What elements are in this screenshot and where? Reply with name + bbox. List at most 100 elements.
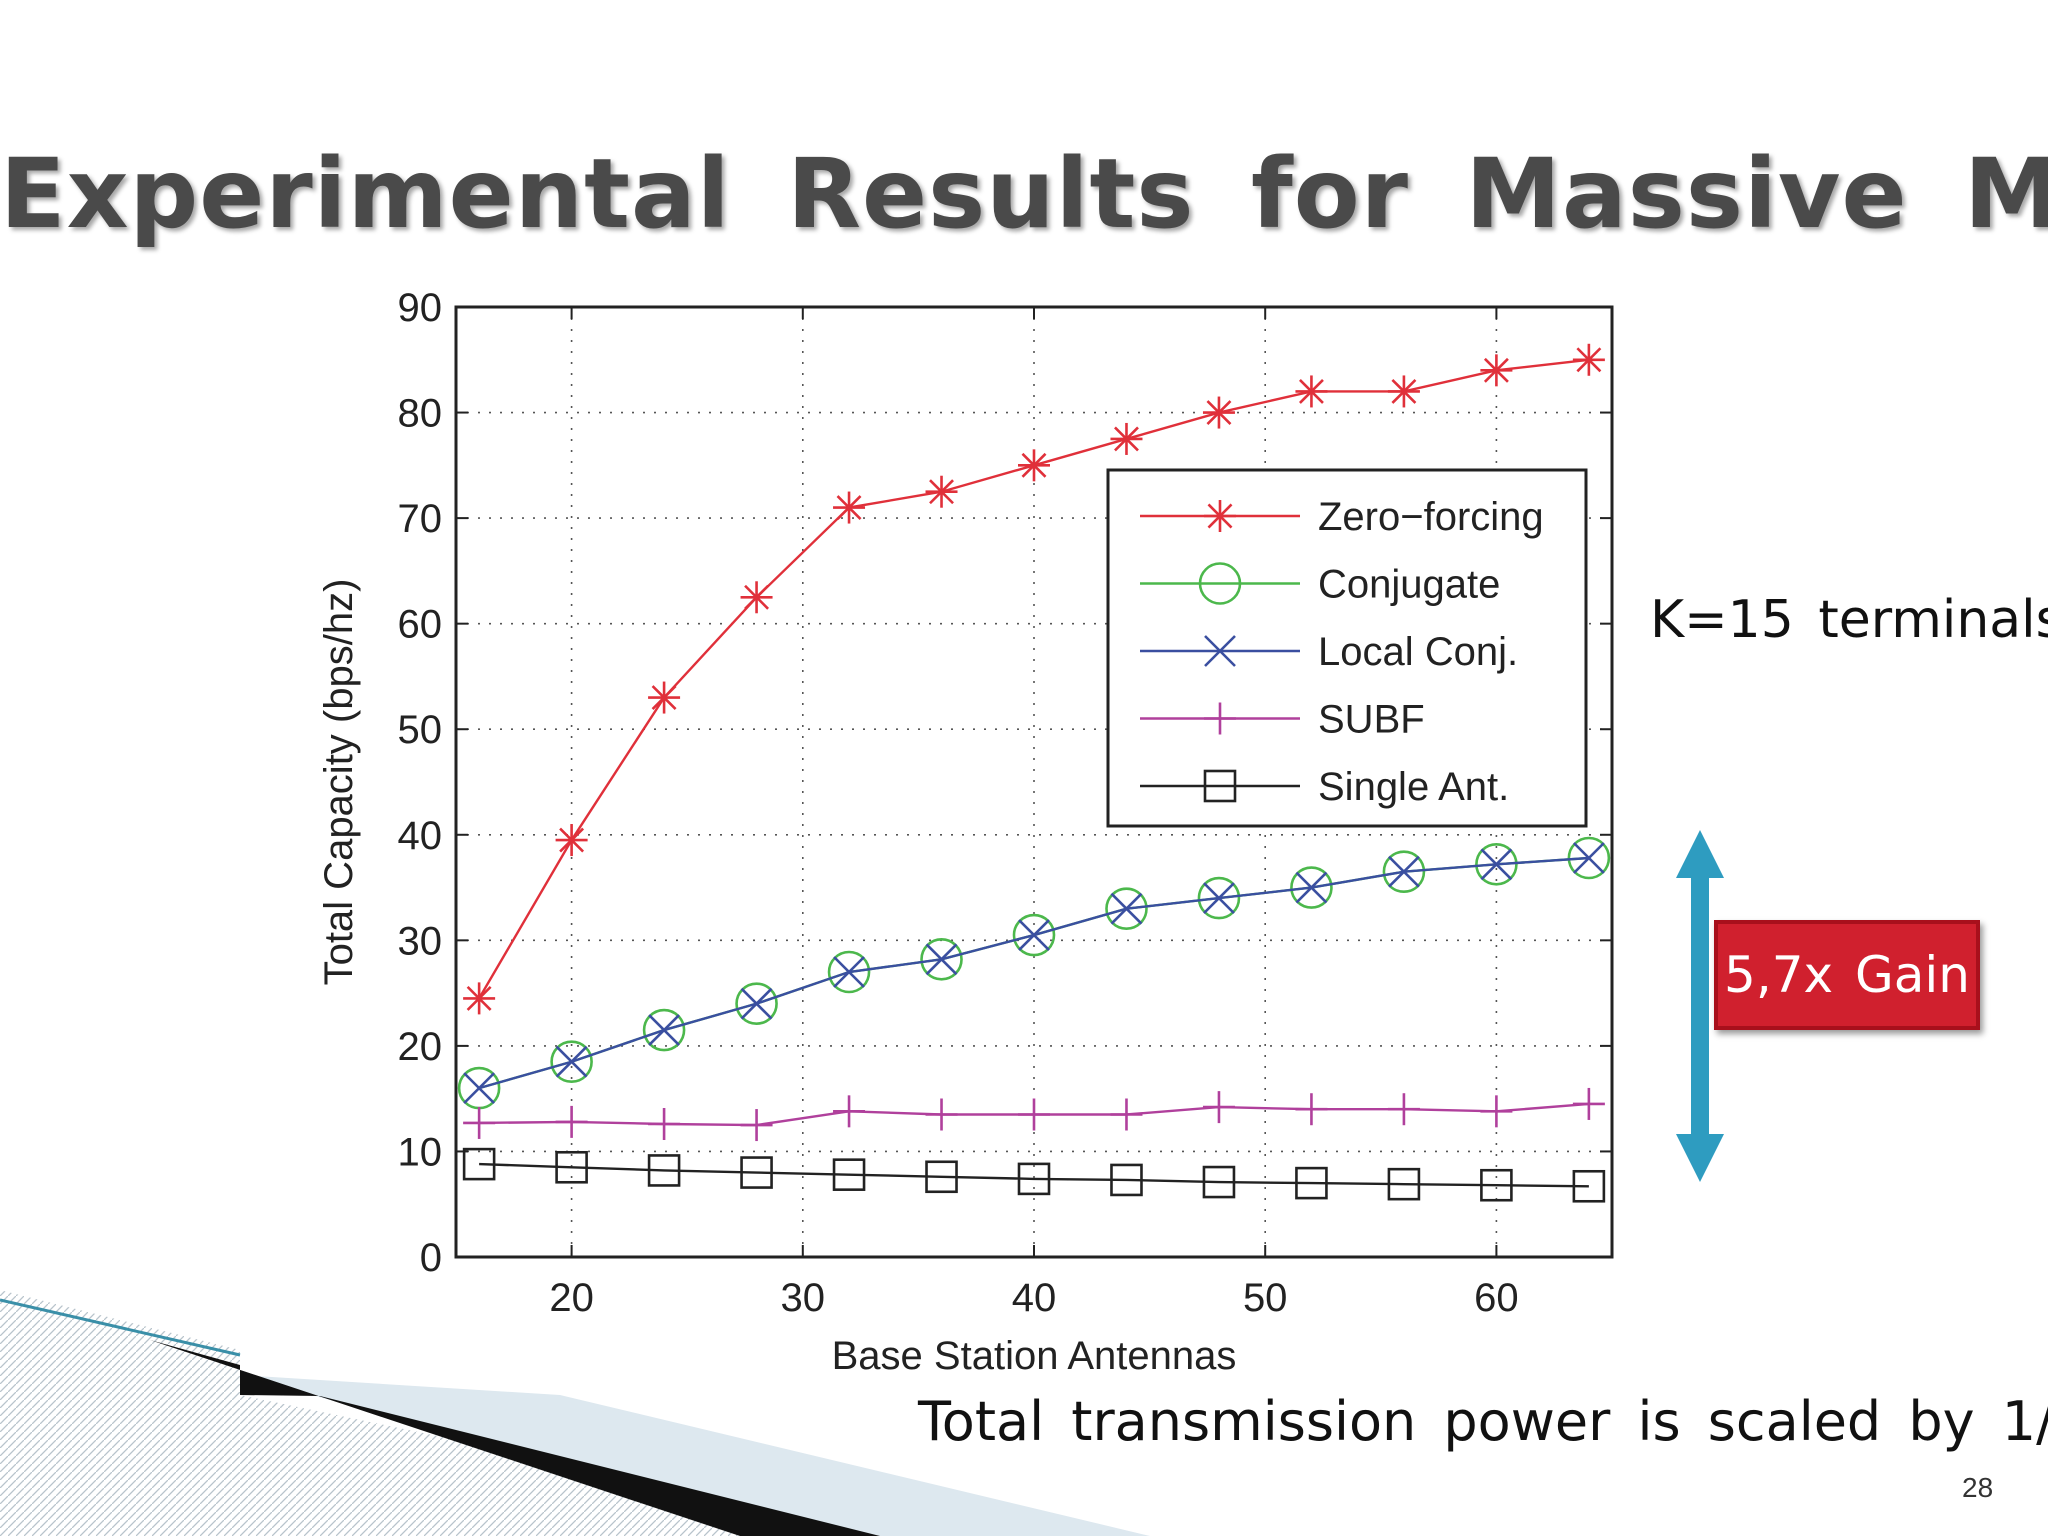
marker-stroke — [1203, 769, 1237, 803]
marker-stroke — [647, 1154, 681, 1187]
legend-label: Local Conj. — [1318, 630, 1518, 674]
data-point-local-conj — [1110, 892, 1143, 925]
legend-label: Zero−forcing — [1318, 495, 1544, 539]
data-point-zero-forcing — [1480, 354, 1513, 387]
data-point-zero-forcing — [740, 581, 773, 614]
decor-light-band — [240, 1375, 1150, 1536]
data-point-conjugate — [1567, 836, 1611, 880]
legend-label: SUBF — [1318, 698, 1425, 742]
series-line-single-ant — [479, 1162, 1589, 1188]
data-point-local-conj — [1480, 848, 1513, 881]
marker-stroke — [648, 1014, 680, 1046]
plot-frame — [454, 305, 1614, 1259]
marker-stroke — [1018, 919, 1050, 951]
marker-stroke — [1110, 1163, 1143, 1197]
marker-stroke — [740, 1156, 773, 1189]
marker-stroke — [1480, 848, 1513, 881]
y-tick-label: 10 — [398, 1130, 443, 1174]
marker-stroke — [1207, 503, 1233, 529]
data-point-subf — [555, 1105, 588, 1138]
marker-stroke — [1206, 400, 1232, 425]
marker-stroke — [1295, 871, 1328, 904]
data-point-local-conj — [1203, 882, 1235, 915]
data-point-zero-forcing — [1202, 396, 1235, 429]
data-point-single-ant — [1387, 1167, 1421, 1201]
marker-stroke — [1198, 562, 1242, 605]
marker-stroke — [651, 685, 677, 710]
data-point-conjugate — [1197, 876, 1241, 920]
data-point-single-ant — [1017, 1162, 1051, 1196]
data-point-zero-forcing — [1572, 343, 1605, 376]
marker-stroke — [744, 584, 769, 610]
marker-stroke — [1197, 876, 1241, 920]
data-point-subf — [648, 1108, 681, 1140]
data-point-conjugate — [735, 982, 778, 1025]
data-point-single-ant — [925, 1160, 958, 1194]
marker-stroke — [1388, 855, 1420, 888]
data-point-subf — [1572, 1087, 1605, 1120]
legend-marker — [1204, 635, 1236, 667]
legend-label: Single Ant. — [1318, 765, 1509, 809]
capacity-chart: 20 30 40 50 60 0 10 20 30 40 50 60 70 80 90 Base Statio… — [317, 286, 1614, 1378]
y-tick-label: 50 — [398, 708, 443, 752]
marker-stroke — [1475, 843, 1518, 886]
data-point-zero-forcing — [1018, 449, 1050, 482]
data-point-single-ant — [1295, 1166, 1328, 1200]
data-point-single-ant — [1110, 1163, 1143, 1197]
data-point-zero-forcing — [1110, 422, 1143, 455]
gain-arrow-head-up — [1676, 830, 1724, 878]
data-point-zero-forcing — [833, 491, 866, 524]
data-point-local-conj — [555, 1045, 588, 1078]
marker-stroke — [642, 1008, 686, 1052]
legend-box — [1106, 468, 1588, 828]
data-point-local-conj — [1388, 855, 1420, 888]
marker-stroke — [550, 1040, 593, 1084]
marker-stroke — [555, 1150, 588, 1184]
legend-marker — [1204, 500, 1236, 532]
gain-double-arrow — [1676, 830, 1724, 1182]
marker-stroke — [462, 1147, 496, 1181]
data-point-single-ant — [832, 1158, 866, 1191]
data-point-subf — [1110, 1098, 1143, 1131]
y-tick-label: 70 — [398, 497, 443, 541]
data-point-single-ant — [740, 1156, 773, 1189]
data-point-conjugate — [1382, 850, 1426, 894]
decor-teal-line — [0, 1298, 241, 1357]
gain-arrow-head-down — [1676, 1134, 1724, 1182]
marker-stroke — [1203, 882, 1235, 915]
marker-stroke — [559, 827, 585, 853]
marker-stroke — [1483, 357, 1509, 383]
marker-stroke — [827, 950, 871, 994]
data-point-conjugate — [642, 1008, 686, 1052]
gain-badge: 5,7x Gain — [1714, 920, 1980, 1030]
x-tick-label: 20 — [549, 1276, 594, 1320]
data-point-local-conj — [740, 987, 773, 1020]
data-point-single-ant — [647, 1154, 681, 1187]
y-tick-label: 60 — [398, 603, 443, 647]
data-point-local-conj — [463, 1072, 496, 1105]
marker-stroke — [925, 943, 958, 976]
marker-stroke — [920, 938, 963, 981]
data-point-local-conj — [925, 943, 958, 976]
y-tick-label: 80 — [398, 392, 443, 436]
x-tick-label: 40 — [1012, 1276, 1057, 1320]
y-tick-label: 20 — [398, 1025, 443, 1069]
marker-stroke — [1572, 1169, 1606, 1203]
marker-stroke — [1290, 866, 1333, 909]
data-point-conjugate — [920, 938, 963, 981]
marker-stroke — [1576, 347, 1602, 373]
data-point-subf — [925, 1098, 958, 1131]
marker-stroke — [1114, 426, 1139, 452]
data-point-subf — [1480, 1095, 1513, 1128]
marker-stroke — [1110, 892, 1143, 925]
power-footnote: Total transmission power is scaled by 1/… — [918, 1390, 2048, 1453]
data-point-zero-forcing — [555, 824, 588, 857]
marker-stroke — [740, 987, 773, 1020]
marker-stroke — [555, 1045, 588, 1078]
marker-stroke — [1012, 913, 1056, 957]
data-point-zero-forcing — [1295, 375, 1328, 408]
data-point-local-conj — [1295, 871, 1328, 904]
data-point-conjugate — [1105, 887, 1148, 930]
